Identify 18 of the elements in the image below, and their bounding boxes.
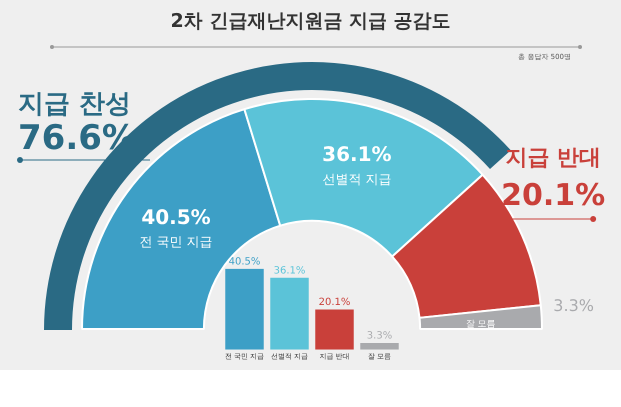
data-label: 20.1% [501,178,606,213]
data-label: 40.5% [228,256,260,268]
data-label: 3.3% [553,296,594,316]
slice-label: 선별적 지급 [322,172,392,188]
data-label: 40.5% [141,204,211,229]
bar [360,343,399,350]
data-label: 36.1% [322,142,392,166]
chart-title: 2차 긴급재난지원금 지급 공감도 [169,9,452,34]
bar [225,268,264,350]
data-label: 36.1% [274,265,306,276]
data-label: 20.1% [318,297,350,308]
bar [315,310,354,350]
text: 지급 찬성 [18,88,132,121]
slice-label: 지급 반대 [505,146,601,171]
bar [270,278,309,350]
slice-label: 전 국민 지급 [139,234,213,250]
slice-label: 잘 모름 [466,320,496,330]
data-label: 3.3% [366,330,392,342]
